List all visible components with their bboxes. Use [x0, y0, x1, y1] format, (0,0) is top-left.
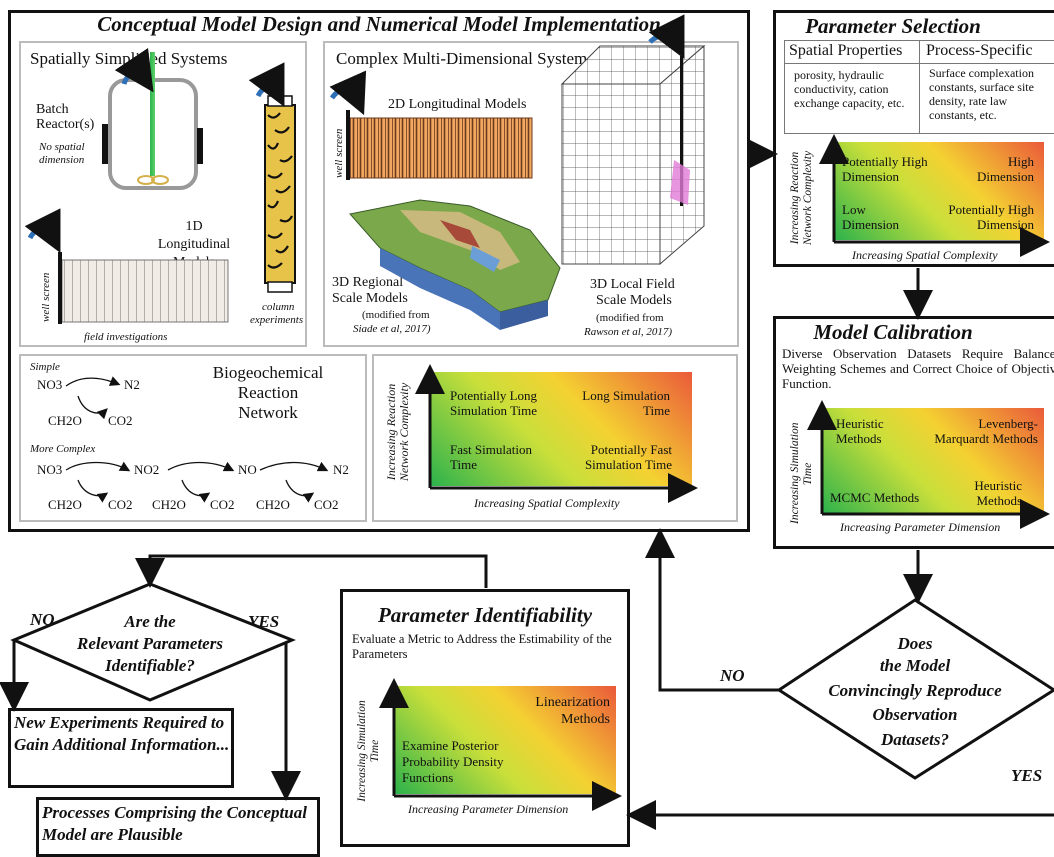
complexity-tr: Long Simulation Time	[582, 388, 670, 418]
longitudinal-2d-icon	[329, 70, 533, 180]
column-label-1: column	[262, 301, 295, 313]
local-field-block-icon	[560, 14, 706, 266]
batch-note-1: No spatial	[39, 141, 85, 153]
column-label-2: experiments	[250, 314, 304, 326]
ch2o-complex-1: CH2O	[48, 497, 82, 512]
longitudinal-2d-label: 2D Longitudinal Models	[388, 97, 527, 112]
batch-reactor-icon	[102, 47, 203, 190]
param-table-divider-v	[919, 40, 920, 134]
param-selection-xlabel: Increasing Spatial Complexity	[852, 248, 998, 262]
calib-bl: MCMC Methods	[830, 490, 920, 505]
regional-mod-2: Siade et al, 2017)	[353, 323, 431, 335]
regional-label-1: 3D Regional	[332, 275, 404, 290]
complexity-gradient	[430, 372, 692, 486]
param-table-divider-h	[784, 63, 1054, 64]
reproduce-diamond	[776, 598, 1054, 780]
longitudinal-1d-icon	[24, 208, 229, 324]
no3-simple: NO3	[37, 377, 63, 392]
plausible-text: Processes Comprising the Conceptual Mode…	[42, 803, 307, 844]
column-experiment-icon	[248, 62, 296, 293]
ch2o-complex-2: CH2O	[152, 497, 186, 512]
more-complex-label: More Complex	[30, 443, 96, 455]
param-sel-tr: High Dimension	[976, 154, 1034, 184]
local-label-2: Scale Models	[596, 293, 672, 308]
regional-label-2: Scale Models	[332, 291, 408, 306]
process-specific-text: Surface complexation constants, surface …	[929, 66, 1034, 122]
reaction-arrows	[65, 376, 329, 503]
complexity-tl: Potentially Long Simulation Time	[450, 388, 538, 418]
n2-simple: N2	[124, 377, 140, 392]
parameter-selection-title: Parameter Selection	[805, 14, 981, 38]
ch2o-simple: CH2O	[48, 413, 82, 428]
calibration-gradient	[822, 408, 1044, 514]
no3-complex: NO3	[37, 462, 63, 477]
param-sel-tl: Potentially High Dimension	[842, 154, 928, 184]
n2-complex: N2	[333, 462, 349, 477]
co2-simple: CO2	[108, 413, 133, 428]
simple-label: Simple	[30, 361, 60, 373]
identifiability-gradient	[394, 686, 616, 794]
co2-complex-1: CO2	[108, 497, 133, 512]
regional-terrain-icon	[349, 199, 561, 330]
reproduce-q4-front: Observation	[872, 705, 958, 724]
identifiability-text: Evaluate a Metric to Address the Estimab…	[352, 632, 612, 661]
calib-tl: Heuristic Methods	[836, 416, 884, 446]
calib-br: Heuristic Methods	[974, 478, 1022, 508]
reaction-title-3: Network	[238, 403, 298, 422]
reaction-title-1: Biogeochemical	[212, 363, 324, 382]
no-complex: NO	[238, 462, 257, 477]
new-experiments-box	[8, 708, 234, 788]
identifiability-xlabel: Increasing Parameter Dimension	[408, 802, 569, 816]
spatial-properties-text: porosity, hydraulic conductivity, cation…	[794, 68, 905, 110]
identifiable-no: NO	[30, 610, 55, 629]
reproduce-q5-front: Datasets?	[881, 730, 949, 749]
reproduce-q3-front: Convincingly Reproduce	[828, 681, 1002, 700]
batch-note-2: dimension	[39, 154, 85, 166]
ident-tr: Linearization Methods	[535, 695, 610, 727]
calibration-text: Diverse Observation Datasets Require Bal…	[782, 346, 1054, 391]
identifiable-q1-front: Are the	[124, 612, 176, 631]
no2-complex: NO2	[134, 462, 160, 477]
complexity-xlabel: Increasing Spatial Complexity	[474, 496, 620, 510]
identifiable-q3-front: Identifiable?	[105, 656, 195, 675]
model-calibration-title: Model Calibration	[813, 320, 973, 344]
batch-reactor-label: Batch Reactor(s)	[36, 102, 95, 132]
new-experiments-text: New Experiments Required to Gain Additio…	[14, 713, 230, 754]
complex-systems-title: Complex Multi-Dimensional Systems	[336, 49, 594, 68]
co2-complex-2: CO2	[210, 497, 235, 512]
local-label-1: 3D Local Field	[590, 277, 675, 292]
local-mod-2: Rawson et al, 2017)	[584, 326, 672, 338]
field-investigations-label: field investigations	[84, 331, 168, 343]
parameter-identifiability-title: Parameter Identifiability	[377, 603, 593, 627]
calib-tr: Levenberg-Marquardt Methods	[934, 416, 1038, 446]
identifiable-diamond	[10, 582, 296, 702]
co2-complex-3: CO2	[314, 497, 339, 512]
param-sel-bl: Low Dimension	[842, 202, 900, 232]
spatial-properties-header: Spatial Properties	[789, 42, 903, 59]
reproduce-yes: YES	[1011, 766, 1043, 785]
param-sel-br: Potentially High Dimension	[948, 202, 1034, 232]
reaction-title-2: Reaction	[237, 383, 299, 402]
regional-mod-1: (modified from	[362, 309, 430, 321]
reproduce-no: NO	[720, 666, 745, 685]
reproduce-q1-front: Does	[897, 634, 933, 653]
complexity-bl: Fast Simulation Time	[450, 442, 532, 472]
ident-bl: Examine Posterior Probability Density Fu…	[402, 738, 504, 785]
identifiable-q2-front: Relevant Parameters	[77, 634, 223, 653]
ch2o-complex-3: CH2O	[256, 497, 290, 512]
calibration-xlabel: Increasing Parameter Dimension	[840, 520, 1001, 534]
conceptual-model-title: Conceptual Model Design and Numerical Mo…	[97, 12, 661, 36]
param-selection-gradient	[834, 142, 1044, 240]
complexity-br: Potentially Fast Simulation Time	[584, 442, 672, 472]
flow-arrows	[0, 139, 1054, 830]
local-mod-1: (modified from	[596, 312, 664, 324]
process-specific-header: Process-Specific	[926, 42, 1033, 59]
chart-axes	[379, 134, 1050, 811]
reproduce-q2-front: the Model	[879, 656, 951, 675]
plausible-box	[36, 797, 320, 857]
